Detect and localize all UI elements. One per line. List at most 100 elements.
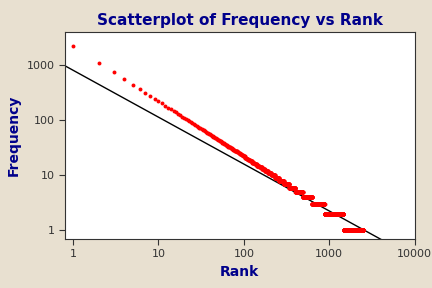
Point [341, 228, 348, 233]
Point [294, 190, 301, 194]
Point [314, 202, 321, 206]
Point [357, 228, 364, 233]
Point [343, 228, 349, 233]
Point [310, 202, 317, 206]
Point [292, 190, 299, 194]
Point [314, 202, 321, 206]
Point [359, 228, 366, 233]
Point [353, 228, 360, 233]
Point [337, 212, 344, 216]
Point [359, 228, 366, 233]
Point [341, 228, 348, 233]
Point [346, 228, 353, 233]
Point [343, 228, 350, 233]
Point [286, 181, 292, 186]
Point [351, 228, 358, 233]
Point [272, 175, 279, 180]
Point [351, 228, 358, 233]
Point [322, 212, 329, 216]
Point [314, 202, 321, 206]
Point [297, 190, 304, 194]
Point [206, 132, 213, 137]
Point [324, 212, 331, 216]
Point [354, 228, 361, 233]
Point [306, 195, 313, 200]
Point [356, 228, 363, 233]
Point [357, 228, 364, 233]
Point [350, 228, 357, 233]
Point [347, 228, 354, 233]
Point [290, 185, 297, 190]
Point [299, 195, 306, 200]
Point [348, 228, 355, 233]
Point [316, 202, 323, 206]
Point [345, 228, 352, 233]
Point [358, 228, 365, 233]
Point [360, 228, 367, 233]
Point [323, 212, 330, 216]
Point [265, 171, 272, 175]
Point [335, 212, 342, 216]
Point [351, 228, 358, 233]
Point [328, 212, 335, 216]
Point [341, 228, 348, 233]
Point [337, 212, 344, 216]
Point [333, 212, 340, 216]
Point [359, 228, 365, 233]
Point [350, 228, 357, 233]
Point [236, 151, 243, 156]
Point [293, 190, 300, 194]
Point [241, 154, 248, 159]
Point [339, 212, 346, 216]
Point [314, 202, 321, 206]
Point [329, 212, 336, 216]
Point [352, 228, 359, 233]
Point [343, 228, 349, 233]
Point [256, 165, 263, 170]
Point [238, 153, 245, 158]
Point [291, 185, 298, 190]
Point [335, 212, 342, 216]
Point [359, 228, 366, 233]
Point [357, 228, 364, 233]
Point [347, 228, 354, 233]
Point [321, 212, 328, 216]
Point [298, 190, 305, 194]
Point [277, 178, 284, 183]
Point [351, 228, 358, 233]
Point [355, 228, 362, 233]
Point [350, 228, 357, 233]
Point [356, 228, 362, 233]
Point [349, 228, 356, 233]
Point [355, 228, 362, 233]
Point [295, 190, 302, 194]
Point [332, 212, 339, 216]
Point [298, 190, 305, 194]
Point [269, 173, 276, 178]
Point [315, 202, 322, 206]
Point [330, 212, 337, 216]
Point [321, 212, 328, 216]
Point [335, 212, 342, 216]
Point [349, 228, 356, 233]
Point [279, 178, 286, 183]
Point [256, 163, 263, 168]
Point [302, 195, 309, 200]
Point [311, 202, 318, 206]
Point [355, 228, 362, 233]
Point [346, 228, 353, 233]
Point [318, 202, 324, 206]
Point [183, 117, 190, 121]
Point [319, 202, 326, 206]
Point [358, 228, 365, 233]
Point [343, 228, 350, 233]
Point [331, 212, 338, 216]
Point [319, 202, 326, 206]
Point [345, 228, 352, 233]
Point [347, 228, 354, 233]
Point [320, 202, 327, 206]
Point [355, 228, 362, 233]
Point [354, 228, 361, 233]
Point [355, 228, 362, 233]
Point [355, 228, 362, 233]
